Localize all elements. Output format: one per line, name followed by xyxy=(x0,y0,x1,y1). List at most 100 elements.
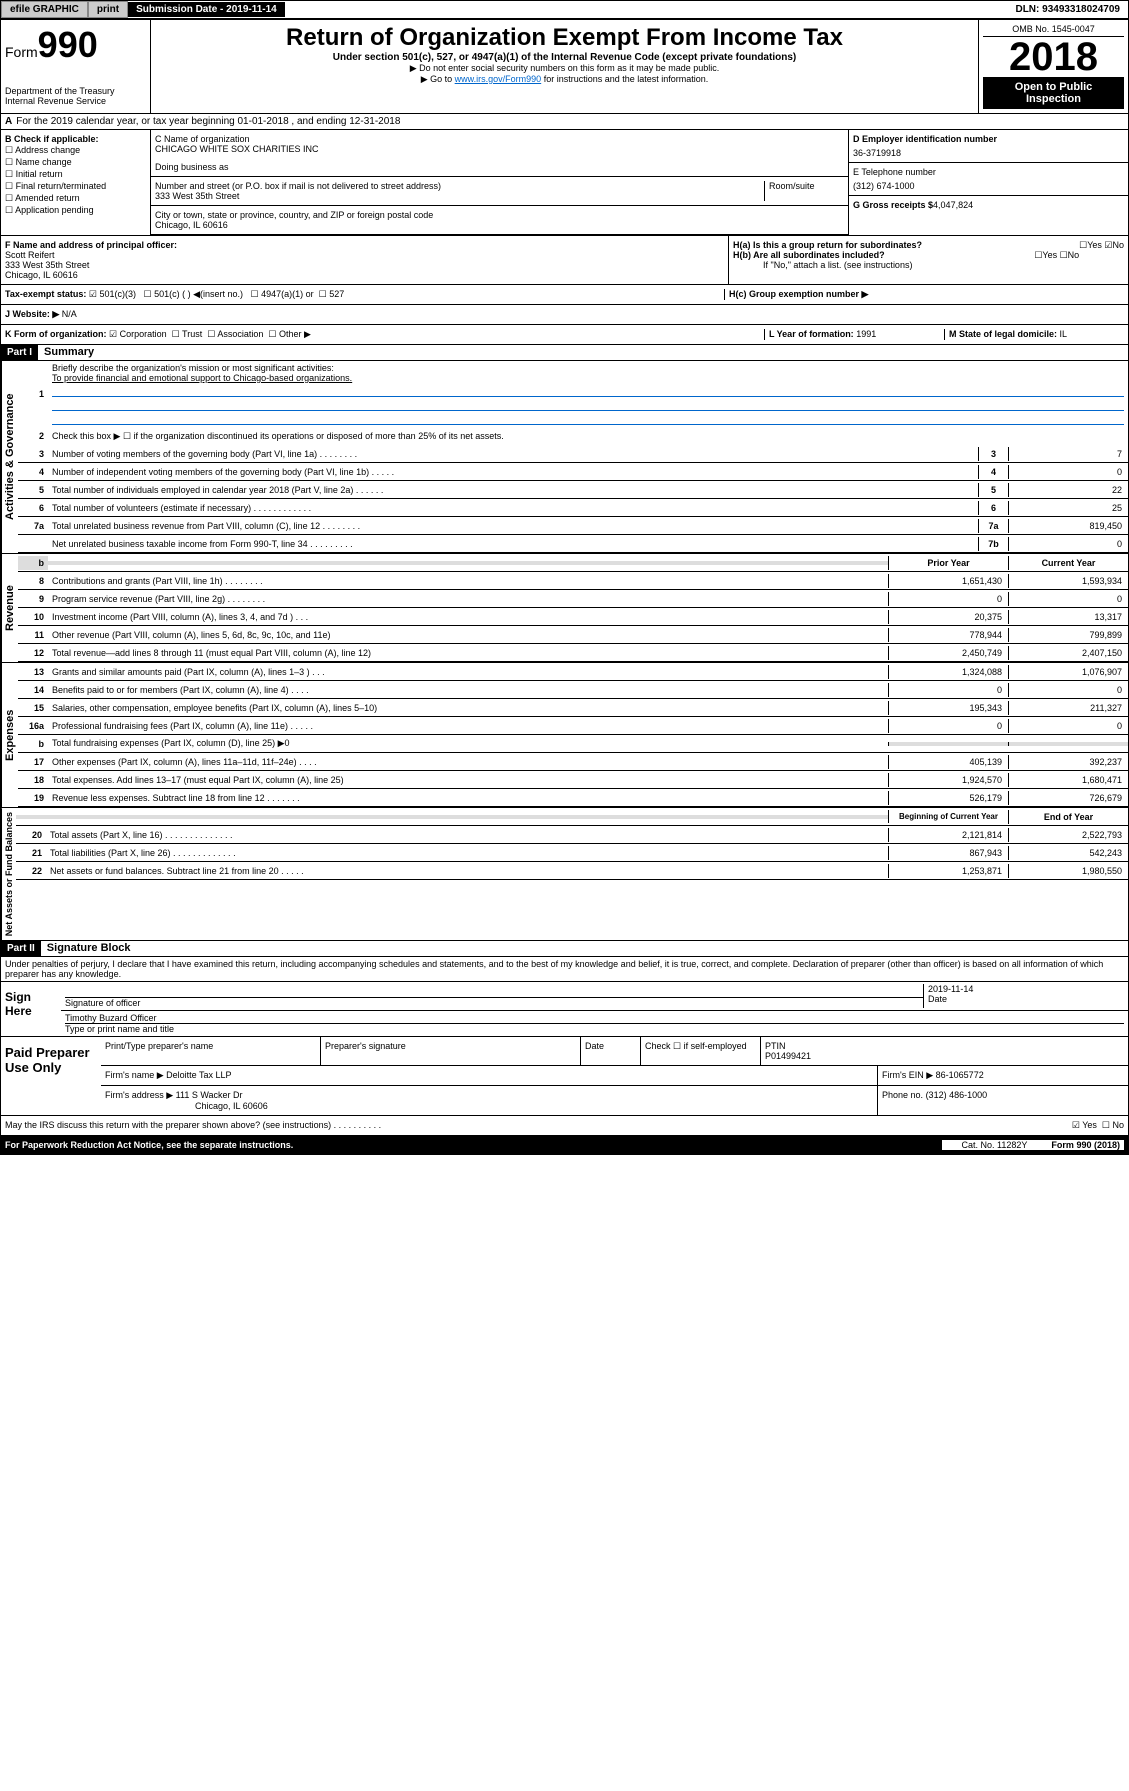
summary-line: 12Total revenue—add lines 8 through 11 (… xyxy=(18,644,1128,662)
irs-link[interactable]: www.irs.gov/Form990 xyxy=(455,74,542,84)
dept-treasury: Department of the Treasury xyxy=(5,86,146,96)
inspection-label: Open to Public Inspection xyxy=(983,77,1124,109)
state-domicile: IL xyxy=(1060,329,1068,339)
cb-initial[interactable]: ☐ Initial return xyxy=(5,169,146,180)
topbar: efile GRAPHIC print Submission Date - 20… xyxy=(0,0,1129,19)
link-note: ▶ Go to www.irs.gov/Form990 for instruct… xyxy=(155,74,974,85)
part2-header: Part IISignature Block xyxy=(0,941,1129,957)
cb-amended[interactable]: ☐ Amended return xyxy=(5,193,146,204)
website-val: N/A xyxy=(62,309,77,319)
expenses-section: Expenses 13Grants and similar amounts pa… xyxy=(0,663,1129,808)
form-footer: Form 990 (2018) xyxy=(1047,1140,1124,1150)
officer-addr2: Chicago, IL 60616 xyxy=(5,270,724,280)
form-subtitle: Under section 501(c), 527, or 4947(a)(1)… xyxy=(155,52,974,63)
paid-preparer-section: Paid Preparer Use Only Print/Type prepar… xyxy=(0,1037,1129,1116)
summary-line: 19Revenue less expenses. Subtract line 1… xyxy=(18,789,1128,807)
cb-trust[interactable]: ☐ Trust xyxy=(172,329,203,339)
form-number: 990 xyxy=(38,24,98,65)
efile-btn[interactable]: efile GRAPHIC xyxy=(1,1,88,18)
section-c: C Name of organization CHICAGO WHITE SOX… xyxy=(151,130,848,235)
cb-527[interactable]: ☐ 527 xyxy=(319,289,345,299)
section-deg: D Employer identification number 36-3719… xyxy=(848,130,1128,235)
cb-assoc[interactable]: ☐ Association xyxy=(207,329,263,339)
section-b: B Check if applicable: ☐ Address change … xyxy=(1,130,151,235)
perjury-text: Under penalties of perjury, I declare th… xyxy=(0,957,1129,982)
discuss-row: May the IRS discuss this return with the… xyxy=(0,1116,1129,1136)
summary-line: 11Other revenue (Part VIII, column (A), … xyxy=(18,626,1128,644)
netassets-section: Net Assets or Fund Balances Beginning of… xyxy=(0,808,1129,941)
paperwork-footer: For Paperwork Reduction Act Notice, see … xyxy=(0,1136,1129,1155)
submission-date: Submission Date - 2019-11-14 xyxy=(128,2,285,17)
discuss-no[interactable]: ☐ No xyxy=(1102,1120,1124,1131)
cb-501c3[interactable]: ☑ 501(c)(3) xyxy=(89,289,136,299)
revenue-section: Revenue b Prior Year Current Year 8Contr… xyxy=(0,554,1129,663)
officer-addr1: 333 West 35th Street xyxy=(5,260,724,270)
firm-phone: (312) 486-1000 xyxy=(926,1090,988,1100)
summary-line: 16aProfessional fundraising fees (Part I… xyxy=(18,717,1128,735)
cb-final[interactable]: ☐ Final return/terminated xyxy=(5,181,146,192)
irs-label: Internal Revenue Service xyxy=(5,96,146,106)
print-btn[interactable]: print xyxy=(88,1,128,18)
officer-name: Scott Reifert xyxy=(5,250,724,260)
summary-line: 10Investment income (Part VIII, column (… xyxy=(18,608,1128,626)
summary-line: 21Total liabilities (Part X, line 26) . … xyxy=(16,844,1128,862)
sign-date: 2019-11-14 xyxy=(928,984,1124,994)
summary-line: 7aTotal unrelated business revenue from … xyxy=(18,517,1128,535)
website-row: J Website: ▶ N/A xyxy=(0,305,1129,325)
summary-line: 8Contributions and grants (Part VIII, li… xyxy=(18,572,1128,590)
summary-line: 14Benefits paid to or for members (Part … xyxy=(18,681,1128,699)
expenses-label: Expenses xyxy=(1,663,18,807)
cb-pending[interactable]: ☐ Application pending xyxy=(5,205,146,216)
summary-line: 9Program service revenue (Part VIII, lin… xyxy=(18,590,1128,608)
cb-501c[interactable]: ☐ 501(c) ( ) ◀(insert no.) xyxy=(143,289,243,299)
ein: 36-3719918 xyxy=(853,148,1124,158)
cb-name[interactable]: ☐ Name change xyxy=(5,157,146,168)
period-row: AFor the 2019 calendar year, or tax year… xyxy=(0,114,1129,130)
discuss-yes[interactable]: ☑ Yes xyxy=(1072,1120,1097,1131)
summary-line: bTotal fundraising expenses (Part IX, co… xyxy=(18,735,1128,753)
form-prefix: Form xyxy=(5,44,38,60)
summary-line: 15Salaries, other compensation, employee… xyxy=(18,699,1128,717)
phone: (312) 674-1000 xyxy=(853,181,1124,191)
org-form-row: K Form of organization: ☑ Corporation ☐ … xyxy=(0,325,1129,345)
governance-section: Activities & Governance 1 Briefly descri… xyxy=(0,361,1129,554)
form-title: Return of Organization Exempt From Incom… xyxy=(155,24,974,52)
summary-line: 4Number of independent voting members of… xyxy=(18,463,1128,481)
dln: DLN: 93493318024709 xyxy=(1007,2,1128,17)
firm-ein: 86-1065772 xyxy=(936,1070,984,1080)
cb-address[interactable]: ☐ Address change xyxy=(5,145,146,156)
summary-line: 3Number of voting members of the governi… xyxy=(18,445,1128,463)
governance-label: Activities & Governance xyxy=(1,361,18,553)
ssn-note: ▶ Do not enter social security numbers o… xyxy=(155,63,974,74)
city-state-zip: Chicago, IL 60616 xyxy=(155,220,844,230)
summary-line: 5Total number of individuals employed in… xyxy=(18,481,1128,499)
summary-line: 6Total number of volunteers (estimate if… xyxy=(18,499,1128,517)
officer-row: F Name and address of principal officer:… xyxy=(0,236,1129,285)
summary-line: 13Grants and similar amounts paid (Part … xyxy=(18,663,1128,681)
year-formation: 1991 xyxy=(856,329,876,339)
summary-line: 17Other expenses (Part IX, column (A), l… xyxy=(18,753,1128,771)
gross-receipts: 4,047,824 xyxy=(933,200,973,210)
firm-name: Deloitte Tax LLP xyxy=(166,1070,231,1080)
street-address: 333 West 35th Street xyxy=(155,191,764,201)
info-grid: B Check if applicable: ☐ Address change … xyxy=(0,130,1129,236)
summary-line: Net unrelated business taxable income fr… xyxy=(18,535,1128,553)
mission-text: To provide financial and emotional suppo… xyxy=(52,373,1124,383)
org-name: CHICAGO WHITE SOX CHARITIES INC xyxy=(155,144,844,154)
officer-sign-name: Timothy Buzard Officer xyxy=(65,1013,1124,1024)
summary-line: 20Total assets (Part X, line 16) . . . .… xyxy=(16,826,1128,844)
cb-other[interactable]: ☐ Other ▶ xyxy=(268,329,311,339)
part1-header: Part ISummary xyxy=(0,345,1129,361)
firm-addr: 111 S Wacker Dr xyxy=(176,1090,243,1100)
cb-corp[interactable]: ☑ Corporation xyxy=(109,329,167,339)
ptin: P01499421 xyxy=(765,1051,1124,1061)
summary-line: 22Net assets or fund balances. Subtract … xyxy=(16,862,1128,880)
revenue-label: Revenue xyxy=(1,554,18,662)
summary-line: 18Total expenses. Add lines 13–17 (must … xyxy=(18,771,1128,789)
form-header: Form990 Department of the Treasury Inter… xyxy=(0,19,1129,114)
sign-section: Sign Here Signature of officer2019-11-14… xyxy=(0,982,1129,1037)
cb-4947[interactable]: ☐ 4947(a)(1) or xyxy=(251,289,314,299)
tax-year: 2018 xyxy=(983,37,1124,77)
tax-status-row: Tax-exempt status: ☑ 501(c)(3) ☐ 501(c) … xyxy=(0,285,1129,305)
netassets-label: Net Assets or Fund Balances xyxy=(1,808,16,940)
